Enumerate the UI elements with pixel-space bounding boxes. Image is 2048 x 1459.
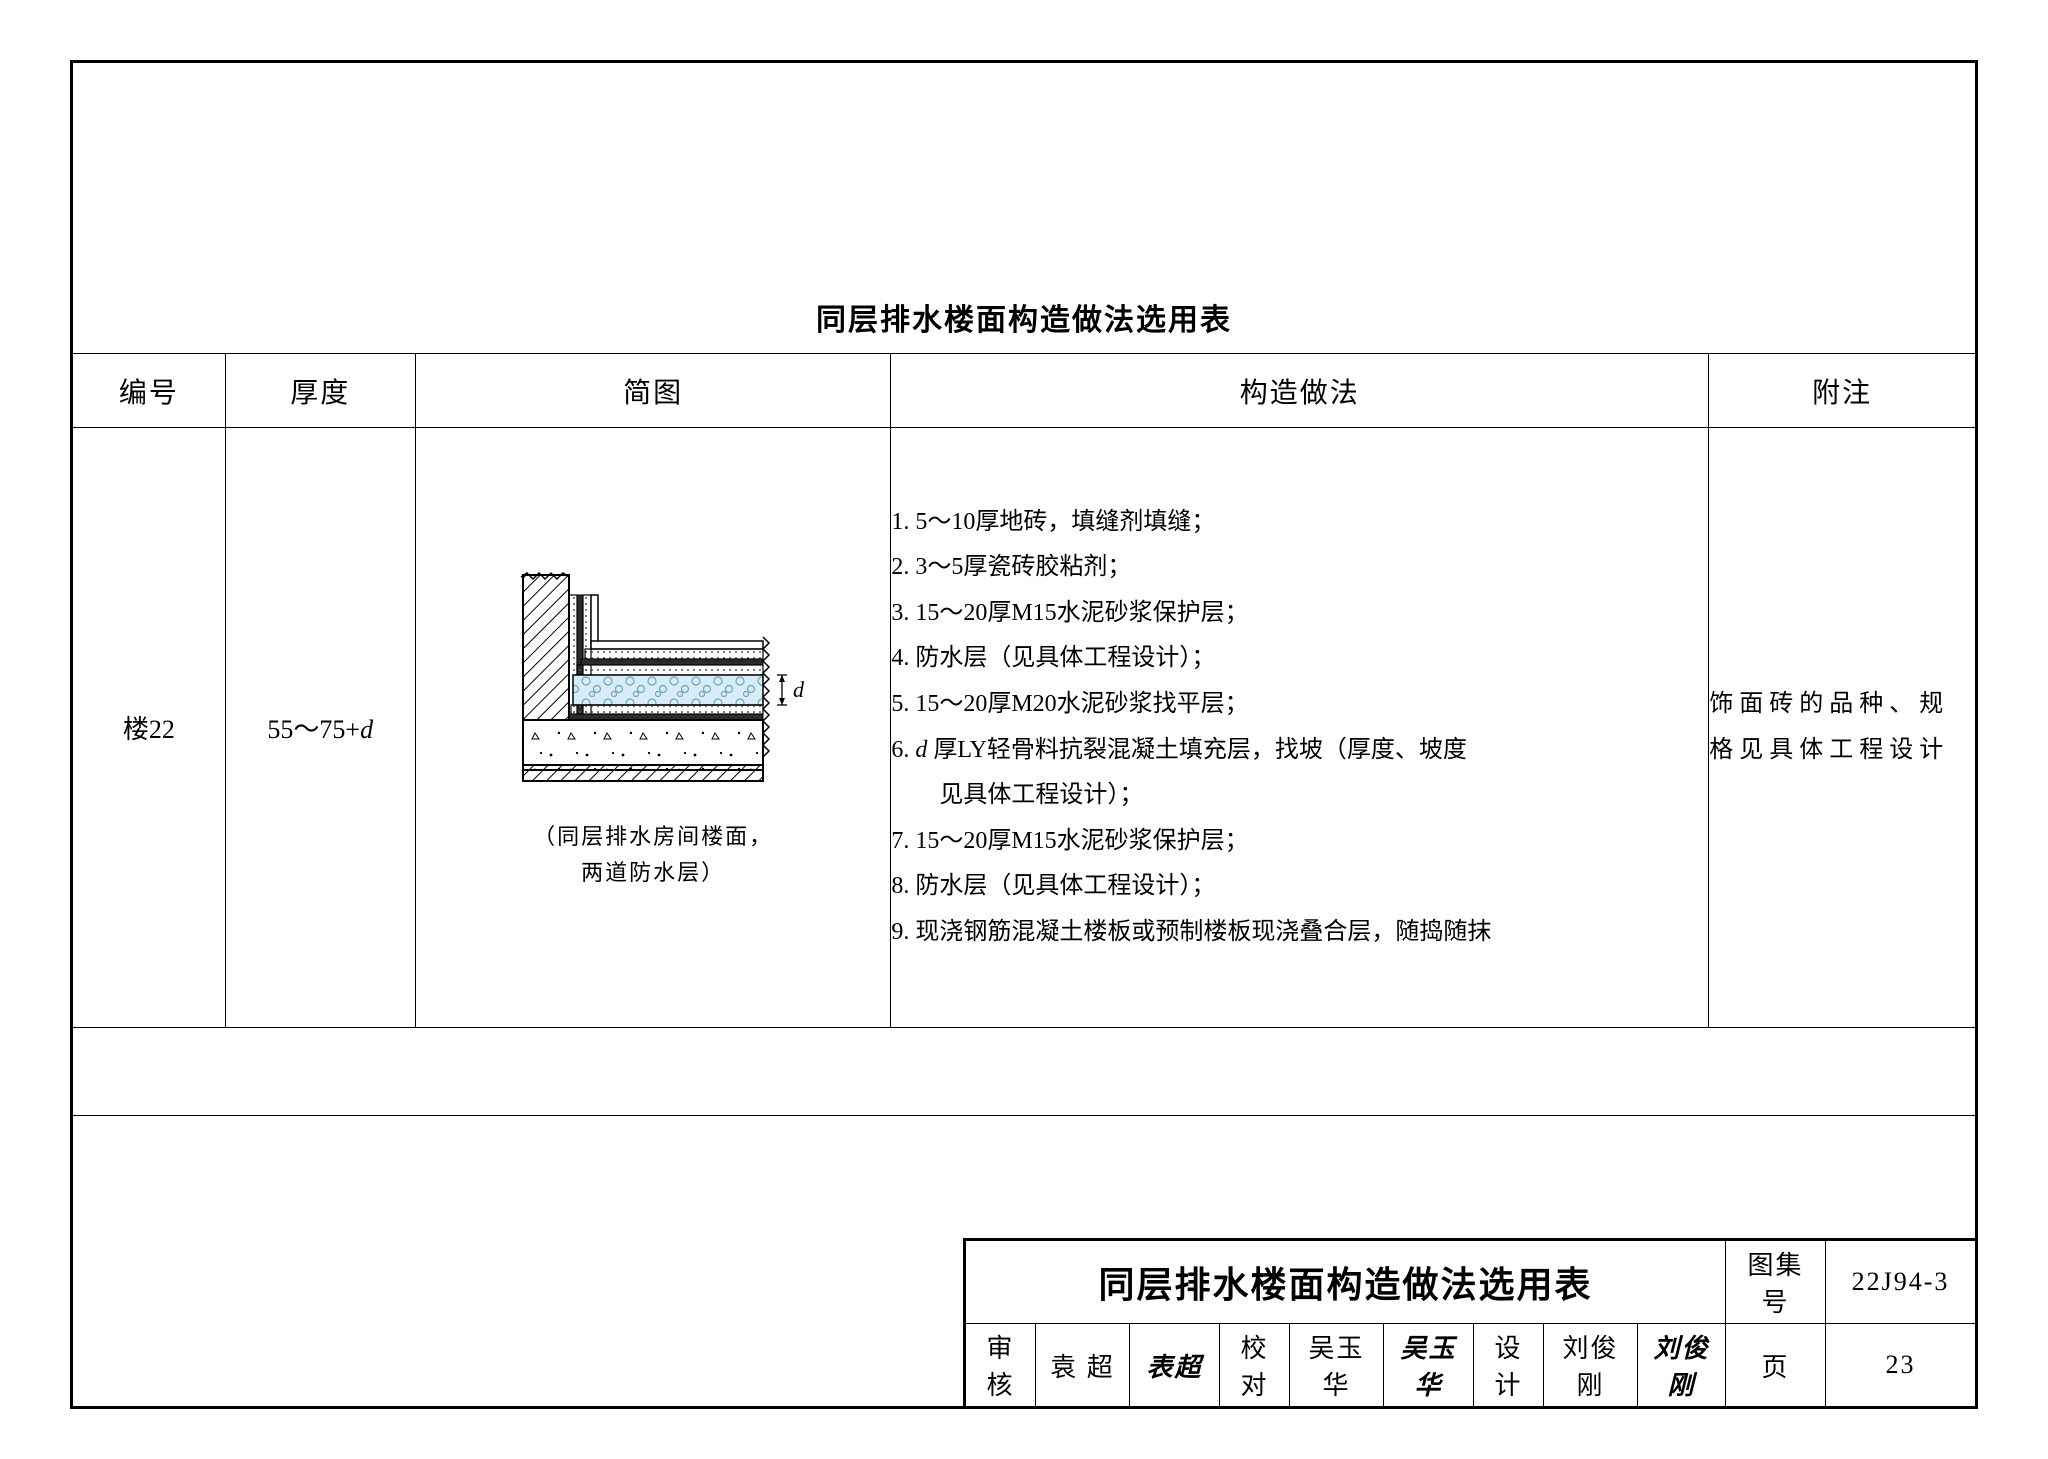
name-校對: 吴玉华 [1290, 1324, 1384, 1407]
thickness-var: d [360, 715, 373, 744]
col-method: 构造做法 [891, 354, 1709, 428]
method-line: 3. 15～20厚M15水泥砂浆保护层； [891, 591, 1708, 637]
page-no: 23 [1826, 1324, 1976, 1407]
method-line: 9. 现浇钢筋混凝土楼板或预制楼板现浇叠合层，随捣随抹 [891, 910, 1708, 956]
sig-審核: 表超 [1130, 1324, 1220, 1407]
titleblock-title: 同层排水楼面构造做法选用表 [966, 1241, 1726, 1324]
method-line: 6. d 厚LY轻骨料抗裂混凝土填充层，找坡（厚度、坡度 [891, 728, 1708, 774]
name-設計: 刘俊刚 [1544, 1324, 1638, 1407]
col-remark: 附注 [1709, 354, 1975, 428]
role-設計: 设计 [1474, 1324, 1544, 1407]
dim-label-d: d [793, 677, 805, 702]
table-title: 同层排水楼面构造做法选用表 [816, 295, 1232, 339]
method-line: 4. 防水层（见具体工程设计）； [891, 636, 1708, 682]
cell-id: 楼22 [73, 428, 225, 1028]
col-diagram: 简图 [415, 354, 891, 428]
name-審核: 袁 超 [1036, 1324, 1130, 1407]
caption-line1: （同层排水房间楼面， [533, 824, 773, 849]
method-line: 见具体工程设计）； [891, 773, 1708, 819]
cell-methods: 1. 5～10厚地砖，填缝剂填缝； 2. 3～5厚瓷砖胶粘剂； 3. 15～20… [891, 428, 1709, 1028]
role-校對: 校对 [1220, 1324, 1290, 1407]
cell-diagram: d （同层排水房间楼面， 两道防水层） [415, 428, 891, 1028]
method-line: 7. 15～20厚M15水泥砂浆保护层； [891, 819, 1708, 865]
caption-line2: 两道防水层） [581, 860, 725, 885]
section-diagram: d [493, 565, 813, 805]
role-審核: 审核 [966, 1324, 1036, 1407]
construction-table: 编号 厚度 简图 构造做法 附注 楼22 55～75+d [73, 353, 1975, 1116]
sig-設計: 刘俊刚 [1638, 1324, 1726, 1407]
col-thick: 厚度 [225, 354, 415, 428]
set-no: 22J94-3 [1826, 1241, 1976, 1324]
spacer-row [73, 1028, 1975, 1116]
table-header-row: 编号 厚度 简图 构造做法 附注 [73, 354, 1975, 428]
method-line: 8. 防水层（见具体工程设计）； [891, 864, 1708, 910]
method-line: 2. 3～5厚瓷砖胶粘剂； [891, 545, 1708, 591]
diagram-caption: （同层排水房间楼面， 两道防水层） [533, 819, 773, 889]
thickness-prefix: 55～75+ [267, 715, 360, 744]
col-id: 编号 [73, 354, 225, 428]
page-label: 页 [1726, 1324, 1826, 1407]
set-no-label: 图集号 [1726, 1241, 1826, 1324]
title-block: 同层排水楼面构造做法选用表 图集号 22J94-3 审核 袁 超 表超 校对 吴… [963, 1238, 1976, 1407]
table-row: 楼22 55～75+d [73, 428, 1975, 1028]
cell-thickness: 55～75+d [225, 428, 415, 1028]
cell-remark: 饰面砖的品种、规格见具体工程设计 [1709, 428, 1975, 1028]
sig-校對: 吴玉华 [1384, 1324, 1474, 1407]
method-line: 1. 5～10厚地砖，填缝剂填缝； [891, 500, 1708, 546]
method-line: 5. 15～20厚M20水泥砂浆找平层； [891, 682, 1708, 728]
